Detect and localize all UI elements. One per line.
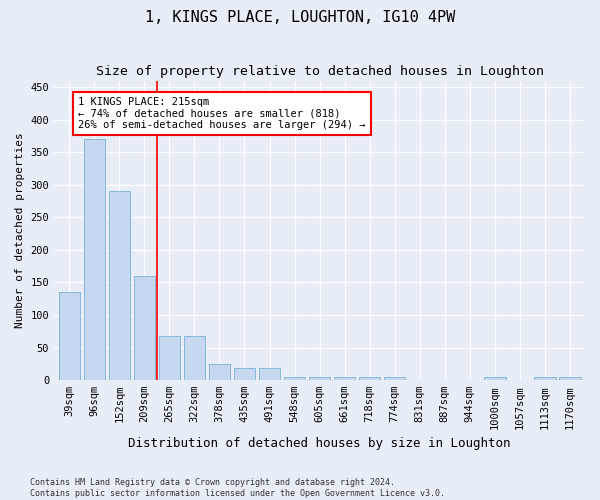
Bar	[309, 377, 330, 380]
Bar	[109, 191, 130, 380]
Bar	[134, 276, 155, 380]
Bar	[83, 139, 105, 380]
Y-axis label: Number of detached properties: Number of detached properties	[15, 132, 25, 328]
Bar	[484, 377, 506, 380]
Bar	[559, 377, 581, 380]
Bar	[59, 292, 80, 380]
Bar	[284, 377, 305, 380]
Bar	[384, 377, 406, 380]
Bar	[534, 377, 556, 380]
X-axis label: Distribution of detached houses by size in Loughton: Distribution of detached houses by size …	[128, 437, 511, 450]
Bar	[209, 364, 230, 380]
Bar	[234, 368, 255, 380]
Bar	[184, 336, 205, 380]
Bar	[259, 368, 280, 380]
Bar	[359, 377, 380, 380]
Bar	[334, 377, 355, 380]
Title: Size of property relative to detached houses in Loughton: Size of property relative to detached ho…	[95, 65, 544, 78]
Text: 1, KINGS PLACE, LOUGHTON, IG10 4PW: 1, KINGS PLACE, LOUGHTON, IG10 4PW	[145, 10, 455, 25]
Text: 1 KINGS PLACE: 215sqm
← 74% of detached houses are smaller (818)
26% of semi-det: 1 KINGS PLACE: 215sqm ← 74% of detached …	[78, 97, 365, 130]
Text: Contains HM Land Registry data © Crown copyright and database right 2024.
Contai: Contains HM Land Registry data © Crown c…	[30, 478, 445, 498]
Bar	[159, 336, 180, 380]
